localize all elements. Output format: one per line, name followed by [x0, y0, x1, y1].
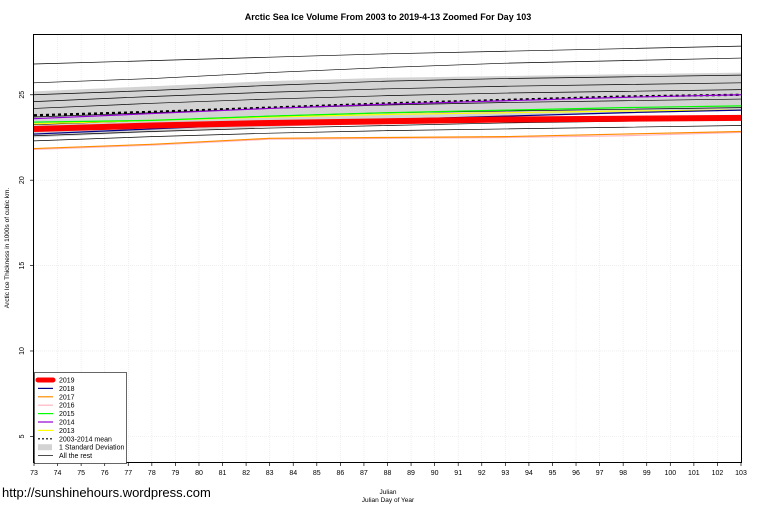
- y-axis: 5 10 15 20 25: [19, 91, 34, 438]
- x-tick-label: 101: [688, 470, 700, 477]
- legend-label: 2017: [59, 394, 75, 401]
- y-tick-label: 15: [19, 262, 26, 270]
- watermark-url: http://sunshinehours.wordpress.com: [2, 485, 211, 500]
- x-tick-label: 81: [219, 470, 227, 477]
- series-lines: [33, 45, 742, 151]
- x-tick-label: 90: [431, 470, 439, 477]
- x-tick-label: 80: [195, 470, 203, 477]
- x-tick-label: 83: [266, 470, 274, 477]
- x-tick-label: 77: [124, 470, 132, 477]
- legend-label: 2014: [59, 420, 75, 427]
- legend-label: 2018: [59, 386, 75, 393]
- legend-label: 2003-2014 mean: [59, 436, 112, 443]
- series-line-2016: [33, 131, 742, 151]
- x-tick-label: 79: [172, 470, 180, 477]
- x-tick-label: 74: [54, 470, 62, 477]
- x-axis-label: Julian: [380, 489, 397, 496]
- other-year-line: [33, 45, 742, 65]
- x-tick-label: 97: [596, 470, 604, 477]
- other-year-line: [33, 57, 742, 84]
- series-line-2014: [33, 94, 742, 120]
- x-tick-label: 73: [30, 470, 38, 477]
- x-tick-label: 98: [619, 470, 627, 477]
- x-tick-label: 87: [360, 470, 368, 477]
- other-year-line: [33, 98, 742, 118]
- legend-label: 2019: [59, 378, 75, 385]
- x-tick-label: 76: [101, 470, 109, 477]
- x-tick-label: 100: [664, 470, 676, 477]
- x-tick-label: 96: [572, 470, 580, 477]
- x-tick-label: 95: [549, 470, 557, 477]
- other-year-line: [33, 89, 742, 109]
- other-year-line: [33, 74, 742, 96]
- y-axis-label: Arctic Ice Thickness in 1000s of cubic k…: [4, 188, 11, 309]
- x-tick-label: 85: [313, 470, 321, 477]
- other-year-line: [33, 82, 742, 102]
- x-tick-label: 103: [735, 470, 747, 477]
- y-tick-label: 25: [19, 91, 26, 99]
- series-line-2003-2014-mean: [33, 93, 742, 117]
- legend-label: 2013: [59, 428, 75, 435]
- x-tick-label: 93: [501, 470, 509, 477]
- x-tick-label: 75: [77, 470, 85, 477]
- x-axis: 73 74 75 76 77 78 79 80 81 82 83 84 85 86 87 88 89 90 91 92…: [30, 462, 747, 477]
- x-tick-label: 102: [712, 470, 724, 477]
- series-line-2015: [33, 105, 742, 123]
- chart-title: Arctic Sea Ice Volume From 2003 to 2019-…: [245, 12, 531, 22]
- legend-label: 2015: [59, 411, 75, 418]
- legend-label: 2016: [59, 403, 75, 410]
- other-year-line: [33, 125, 742, 142]
- legend-label: 1 Standard Deviation: [59, 445, 124, 452]
- x-tick-label: 88: [384, 470, 392, 477]
- x-tick-label: 99: [643, 470, 651, 477]
- x-tick-label: 92: [478, 470, 486, 477]
- x-tick-label: 94: [525, 470, 533, 477]
- legend-swatch: [38, 444, 52, 451]
- x-tick-label: 78: [148, 470, 156, 477]
- x-axis-sublabel: Julian Day of Year: [362, 497, 415, 504]
- x-tick-label: 89: [407, 470, 415, 477]
- series-line-2017: [33, 130, 742, 150]
- y-tick-label: 20: [19, 176, 26, 184]
- series-line-2019: [33, 114, 742, 132]
- x-tick-label: 82: [242, 470, 250, 477]
- x-tick-label: 86: [336, 470, 344, 477]
- x-tick-label: 91: [454, 470, 462, 477]
- y-tick-label: 10: [19, 347, 26, 355]
- y-tick-label: 5: [19, 434, 26, 438]
- x-tick-label: 84: [289, 470, 297, 477]
- legend-label: All the rest: [59, 453, 92, 460]
